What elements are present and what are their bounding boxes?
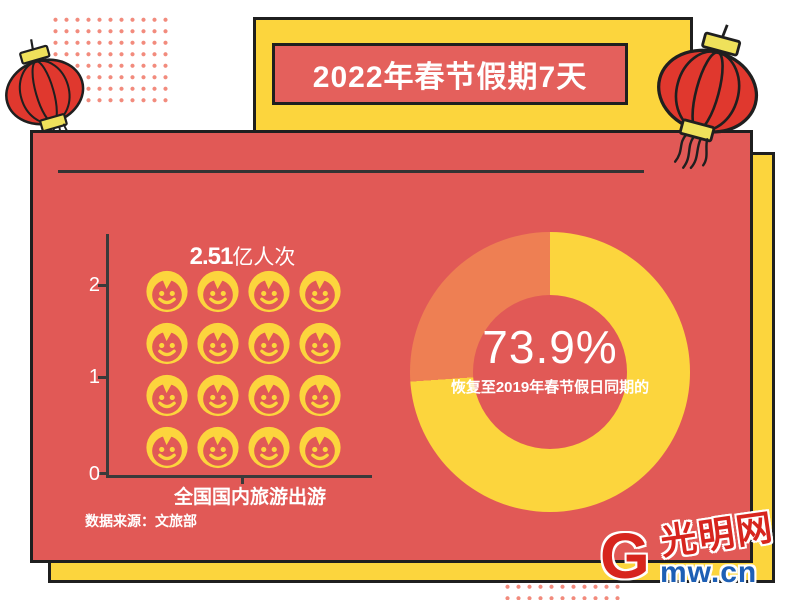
donut-caption: 恢复至2019年春节假日同期的 bbox=[450, 378, 650, 396]
x-axis-label: 全国国内旅游出游 bbox=[173, 487, 326, 508]
lantern-icon-right bbox=[657, 24, 759, 170]
gmw-logo[interactable]: G 光明网 mw.cn bbox=[598, 506, 796, 598]
divider-line bbox=[58, 170, 644, 173]
donut-chart: 73.9% 恢复至2019年春节假日同期的 bbox=[410, 232, 690, 512]
logo-g-letter: G bbox=[600, 520, 650, 592]
x-tick bbox=[241, 478, 244, 484]
person-face-icon bbox=[299, 374, 341, 417]
x-axis bbox=[106, 475, 372, 478]
pictograph-value-number: 2.51 bbox=[189, 243, 234, 270]
donut-percent-label: 73.9% bbox=[482, 320, 618, 373]
y-axis bbox=[106, 234, 109, 478]
person-face-icon bbox=[248, 426, 290, 469]
data-source-note: 数据来源：文旅部 bbox=[85, 513, 197, 529]
person-face-icon bbox=[197, 374, 239, 417]
pictograph-icon-grid bbox=[144, 269, 343, 471]
person-face-icon bbox=[146, 270, 188, 313]
y-tick bbox=[98, 284, 107, 287]
person-face-icon bbox=[248, 322, 290, 365]
page-title: 2022年春节假期7天 bbox=[312, 61, 588, 94]
y-tick bbox=[98, 472, 107, 475]
dot-pattern-bottom-right bbox=[502, 581, 624, 600]
person-face-icon bbox=[299, 322, 341, 365]
y-tick-label: 0 bbox=[88, 463, 100, 485]
donut-hole bbox=[473, 295, 627, 449]
person-face-icon bbox=[197, 322, 239, 365]
person-face-icon bbox=[146, 426, 188, 469]
pictograph-value-unit: 亿人次 bbox=[232, 246, 296, 269]
person-face-icon bbox=[248, 270, 290, 313]
person-face-icon bbox=[197, 426, 239, 469]
pictograph-value-label: 2.51亿人次 bbox=[135, 241, 350, 271]
person-face-icon bbox=[248, 374, 290, 417]
title-box: 2022年春节假期7天 bbox=[272, 43, 628, 105]
y-tick bbox=[98, 376, 107, 379]
logo-domain-text: mw.cn bbox=[660, 556, 758, 589]
y-tick-label: 1 bbox=[88, 366, 100, 388]
person-face-icon bbox=[299, 270, 341, 313]
person-face-icon bbox=[299, 426, 341, 469]
person-face-icon bbox=[197, 270, 239, 313]
y-tick-label: 2 bbox=[88, 274, 100, 296]
person-face-icon bbox=[146, 374, 188, 417]
person-face-icon bbox=[146, 322, 188, 365]
